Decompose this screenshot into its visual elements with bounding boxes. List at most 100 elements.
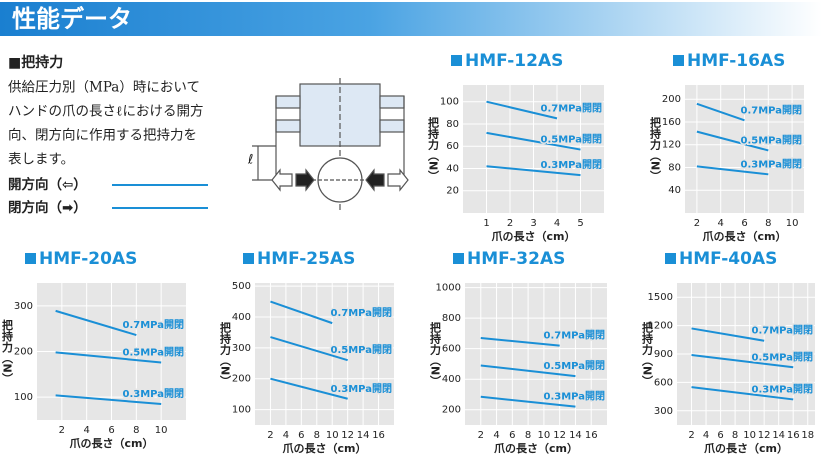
x-tick-label: 8 xyxy=(133,425,139,436)
diagram-label: ℓ xyxy=(247,153,253,168)
y-tick-label: 100 xyxy=(232,405,251,416)
data-line xyxy=(270,377,348,400)
series-label: 0.3MPa開閉 xyxy=(541,159,602,171)
x-tick-label: 10 xyxy=(743,430,756,441)
y-tick-label: 500 xyxy=(232,281,251,292)
y-axis-label: 把持力（N） xyxy=(641,321,655,387)
y-tick-label: 1500 xyxy=(648,292,673,303)
x-tick-label: 2 xyxy=(478,430,484,441)
legend-close: 閉方向（➡） xyxy=(8,199,87,216)
x-tick-label: 2 xyxy=(694,218,700,229)
series-label: 0.5MPa開閉 xyxy=(741,134,802,146)
chart-title: HMF-40AS xyxy=(679,249,777,269)
y-tick-label: 100 xyxy=(14,392,33,403)
data-line xyxy=(486,131,581,151)
title-marker xyxy=(451,55,462,66)
x-axis-label: 爪の長さ（cm） xyxy=(283,442,367,455)
title-marker xyxy=(243,253,254,264)
x-tick-label: 16 xyxy=(372,430,385,441)
x-tick-label: 12 xyxy=(758,430,771,441)
x-tick-label: 18 xyxy=(801,430,814,441)
y-tick-label: 400 xyxy=(442,374,461,385)
y-tick-label: 200 xyxy=(232,374,251,385)
x-tick-label: 2 xyxy=(688,430,694,441)
series-label: 0.5MPa開閉 xyxy=(752,351,813,363)
data-line xyxy=(691,386,794,401)
y-tick-label: 200 xyxy=(442,405,461,416)
x-tick-label: 10 xyxy=(538,430,551,441)
description-line: 表します。 xyxy=(8,152,74,168)
y-tick-label: 800 xyxy=(442,313,461,324)
x-tick-label: 3 xyxy=(530,218,536,229)
x-tick-label: 8 xyxy=(732,430,738,441)
series-label: 0.3MPa開閉 xyxy=(741,158,802,170)
y-tick-label: 1200 xyxy=(648,321,673,332)
y-tick-label: 40 xyxy=(668,185,681,196)
x-tick-label: 16 xyxy=(787,430,800,441)
y-tick-label: 300 xyxy=(654,406,673,417)
series-label: 0.7MPa開閉 xyxy=(541,102,602,114)
x-tick-label: 10 xyxy=(786,218,799,229)
x-axis-label: 爪の長さ（cm） xyxy=(704,442,788,455)
description-line: ハンドの爪の長さℓにおける開方 xyxy=(8,104,203,120)
x-tick-label: 6 xyxy=(509,430,515,441)
chart-title: HMF-20AS xyxy=(39,249,137,269)
data-line xyxy=(55,351,162,364)
chart-title: HMF-25AS xyxy=(257,249,355,269)
y-axis-label: 把持力（N） xyxy=(429,321,443,387)
x-axis-label: 爪の長さ（cm） xyxy=(703,230,787,243)
x-tick-label: 4 xyxy=(83,425,89,436)
series-label: 0.7MPa開閉 xyxy=(544,330,605,342)
series-label: 0.7MPa開閉 xyxy=(741,104,802,116)
x-tick-label: 8 xyxy=(314,430,320,441)
series-label: 0.5MPa開閉 xyxy=(544,360,605,372)
y-tick-label: 600 xyxy=(442,344,461,355)
x-tick-label: 5 xyxy=(577,218,583,229)
series-label: 0.3MPa開閉 xyxy=(331,383,392,395)
y-tick-label: 200 xyxy=(14,347,33,358)
y-tick-label: 600 xyxy=(654,377,673,388)
data-line xyxy=(480,395,576,408)
y-tick-label: 200 xyxy=(662,94,681,105)
x-tick-label: 14 xyxy=(357,430,370,441)
y-tick-label: 400 xyxy=(232,312,251,323)
y-tick-label: 60 xyxy=(446,141,459,152)
y-tick-label: 20 xyxy=(446,186,459,197)
header-title: 性能データ xyxy=(12,5,132,33)
series-label: 0.7MPa開閉 xyxy=(331,307,392,319)
x-tick-label: 12 xyxy=(553,430,566,441)
x-tick-label: 2 xyxy=(267,430,273,441)
x-tick-label: 6 xyxy=(298,430,304,441)
x-tick-label: 4 xyxy=(718,218,724,229)
x-tick-label: 14 xyxy=(569,430,582,441)
y-axis-label: 把持力（N） xyxy=(219,321,233,387)
x-tick-label: 2 xyxy=(59,425,65,436)
series-label: 0.7MPa開閉 xyxy=(752,325,813,337)
x-tick-label: 10 xyxy=(155,425,168,436)
x-tick-label: 8 xyxy=(765,218,771,229)
data-line xyxy=(486,100,558,120)
data-line xyxy=(270,300,333,325)
data-line xyxy=(486,165,581,177)
x-tick-label: 16 xyxy=(585,430,598,441)
data-line xyxy=(696,130,769,152)
x-axis-label: 爪の長さ（cm） xyxy=(494,442,578,455)
title-marker xyxy=(25,253,36,264)
data-line xyxy=(480,336,560,347)
data-line xyxy=(696,165,769,176)
title-marker xyxy=(453,253,464,264)
x-tick-label: 4 xyxy=(493,430,499,441)
x-axis-label: 爪の長さ（cm） xyxy=(492,230,576,243)
x-tick-label: 1 xyxy=(483,218,489,229)
description-line: 向、閉方向に作用する把持力を xyxy=(8,128,197,144)
y-tick-label: 100 xyxy=(440,97,459,108)
section-title: ■把持力 xyxy=(8,54,63,71)
chart-title: HMF-16AS xyxy=(687,51,785,71)
series-label: 0.5MPa開閉 xyxy=(331,344,392,356)
series-label: 0.3MPa開閉 xyxy=(752,383,813,395)
x-axis-label: 爪の長さ（cm） xyxy=(70,437,154,450)
x-tick-label: 8 xyxy=(525,430,531,441)
y-tick-label: 300 xyxy=(232,343,251,354)
